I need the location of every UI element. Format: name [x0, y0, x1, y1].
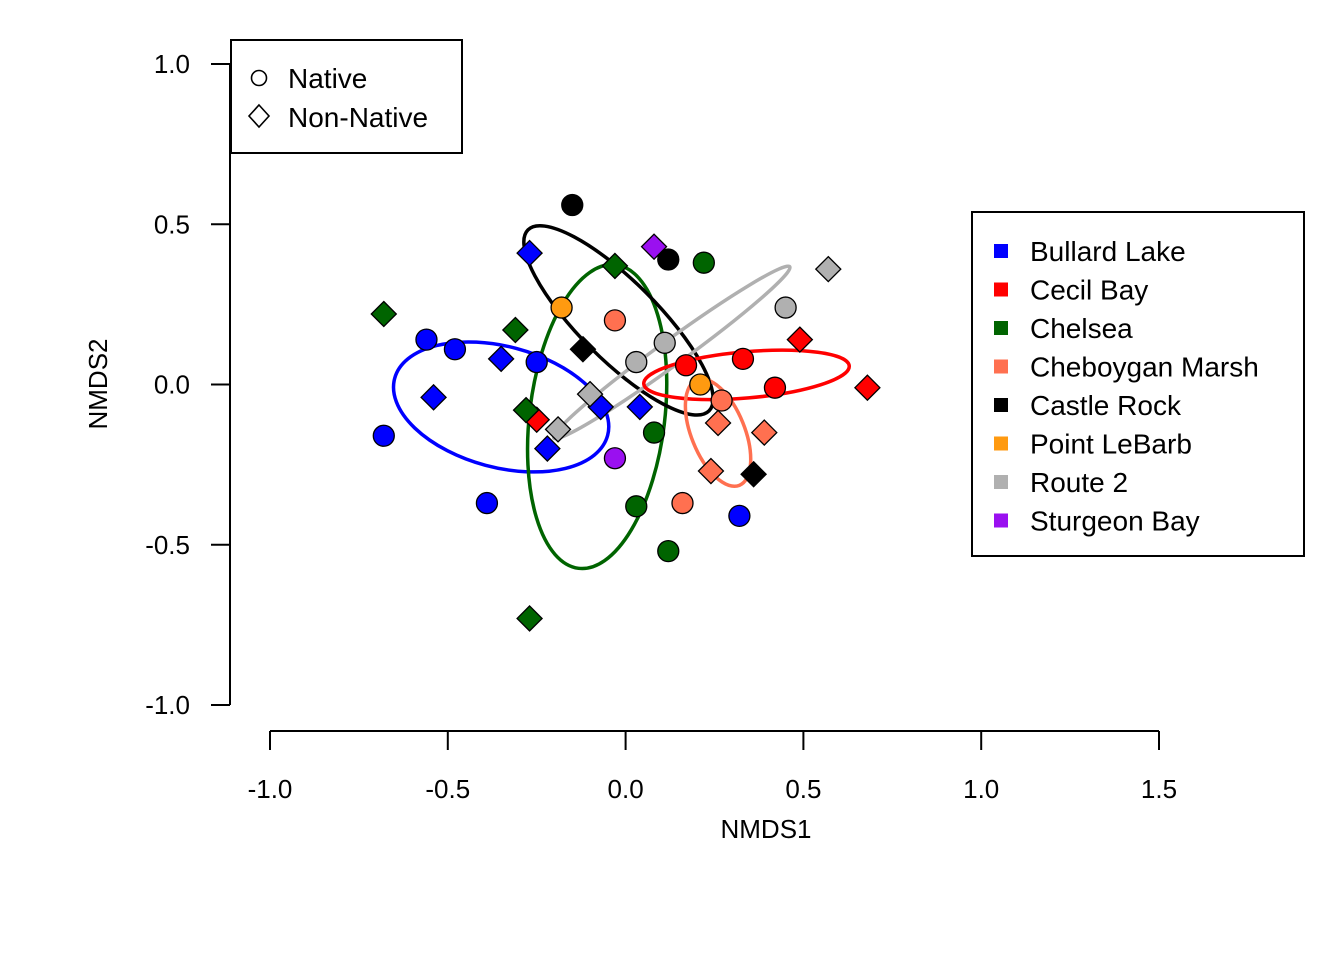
legend-swatch-point-lebarb — [994, 436, 1008, 451]
point-chelsea-native — [692, 251, 715, 274]
x-tick-label: -1.0 — [248, 774, 293, 804]
point-castle-rock-native — [561, 193, 584, 217]
point-cecil-bay-non-native — [786, 326, 814, 354]
point-chelsea-non-native — [516, 605, 544, 632]
point-cheboygan-marsh-native — [710, 389, 733, 412]
point-chelsea-non-native — [370, 300, 398, 328]
point-route-2-non-native — [814, 255, 842, 283]
point-castle-rock-non-native — [569, 335, 597, 363]
point-chelsea-non-native — [601, 252, 629, 280]
y-axis-title: NMDS2 — [83, 338, 113, 429]
legend-swatch-chelsea — [994, 321, 1008, 335]
point-cheboygan-marsh-native — [671, 491, 694, 515]
point-chelsea-non-native — [512, 396, 540, 424]
legend-label-point-lebarb: Point LeBarb — [1030, 429, 1192, 460]
point-bullard-lake-non-native — [626, 393, 654, 421]
point-bullard-lake-native — [415, 328, 438, 351]
point-cheboygan-marsh-non-native — [704, 409, 732, 437]
legend-swatch-route-2 — [994, 475, 1008, 489]
point-cheboygan-marsh-non-native — [750, 419, 778, 446]
y-tick-label: -0.5 — [145, 530, 190, 560]
x-tick-label: 0.0 — [608, 774, 644, 804]
x-tick-label: 1.0 — [963, 774, 999, 804]
point-bullard-lake-non-native — [516, 239, 544, 267]
point-route-2-native — [774, 296, 797, 319]
x-tick-label: 0.5 — [785, 774, 821, 804]
point-cecil-bay-native — [731, 347, 755, 371]
legend-label-cheboygan-marsh: Cheboygan Marsh — [1030, 352, 1259, 383]
point-sturgeon-bay-native — [603, 447, 627, 470]
point-chelsea-native — [642, 421, 666, 444]
x-axis-ticks: -1.0 -0.5 0.0 0.5 1.0 1.5 — [248, 731, 1177, 804]
point-point-lebarb-native — [550, 296, 573, 319]
legend-label-route-2: Route 2 — [1030, 467, 1128, 498]
point-cecil-bay-non-native — [853, 374, 881, 402]
point-bullard-lake-native — [372, 424, 395, 447]
point-route-2-non-native — [576, 380, 604, 408]
point-bullard-lake-native — [475, 491, 499, 515]
point-castle-rock-non-native — [740, 460, 768, 488]
legend-label-bullard-lake: Bullard Lake — [1030, 236, 1186, 267]
point-bullard-lake-native — [525, 350, 548, 374]
y-axis-ticks: 1.0 0.5 0.0 -0.5 -1.0 — [145, 49, 230, 720]
non-native-diamond-icon — [247, 103, 271, 129]
point-chelsea-native — [625, 495, 648, 518]
point-bullard-lake-native — [728, 504, 751, 528]
shape-legend-native-label: Native — [288, 63, 367, 94]
legend-label-chelsea: Chelsea — [1030, 313, 1133, 344]
legend-swatch-sturgeon-bay — [994, 513, 1008, 528]
point-bullard-lake-non-native — [420, 383, 447, 411]
point-cecil-bay-native — [763, 376, 787, 399]
x-axis: -1.0 -0.5 0.0 0.5 1.0 1.5 — [248, 730, 1177, 804]
y-tick-label: 1.0 — [154, 49, 190, 79]
legend-swatch-cheboygan-marsh — [994, 359, 1008, 374]
shape-legend-non-native-label: Non-Native — [288, 102, 428, 133]
legend-label-cecil-bay: Cecil Bay — [1030, 275, 1148, 306]
shape-legend: Native Non-Native — [230, 39, 463, 154]
x-tick-label: 1.5 — [1141, 774, 1177, 804]
legend-label-castle-rock: Castle Rock — [1030, 390, 1182, 421]
point-cheboygan-marsh-non-native — [697, 457, 725, 485]
legend-swatch-castle-rock — [994, 398, 1008, 412]
legend-label-sturgeon-bay: Sturgeon Bay — [1030, 506, 1200, 537]
y-tick-label: 0.0 — [154, 370, 190, 400]
y-tick-label: 0.5 — [154, 209, 190, 239]
point-castle-rock-native — [657, 248, 680, 271]
point-point-lebarb-native — [689, 373, 712, 396]
point-bullard-lake-non-native — [487, 345, 515, 373]
color-legend-items: Bullard Lake Cecil Bay Chelsea Cheboygan Ma… — [994, 236, 1259, 537]
shape-legend-box — [230, 39, 463, 154]
legend-swatch-cecil-bay — [994, 282, 1008, 297]
point-cheboygan-marsh-native — [603, 309, 627, 332]
x-tick-label: -0.5 — [425, 774, 470, 804]
x-axis-title: NMDS1 — [720, 814, 811, 844]
point-route-2-native — [625, 350, 648, 374]
point-route-2-non-native — [544, 415, 572, 443]
native-circle-icon — [250, 69, 268, 87]
point-bullard-lake-non-native — [533, 435, 561, 463]
y-axis: 1.0 0.5 0.0 -0.5 -1.0 — [145, 49, 231, 720]
point-sturgeon-bay-non-native — [640, 233, 668, 261]
legend-swatch-bullard-lake — [994, 244, 1008, 258]
y-tick-label: -1.0 — [145, 690, 190, 720]
point-route-2-native — [653, 331, 676, 354]
point-cecil-bay-native — [674, 354, 698, 377]
point-chelsea-native — [657, 540, 680, 563]
point-bullard-lake-native — [443, 338, 467, 361]
color-legend-box — [971, 211, 1305, 557]
data-points — [370, 193, 881, 632]
color-legend: Bullard Lake Cecil Bay Chelsea Cheboygan Ma… — [971, 211, 1305, 557]
point-chelsea-non-native — [501, 316, 529, 344]
ellipse-bullard-lake — [391, 340, 611, 474]
